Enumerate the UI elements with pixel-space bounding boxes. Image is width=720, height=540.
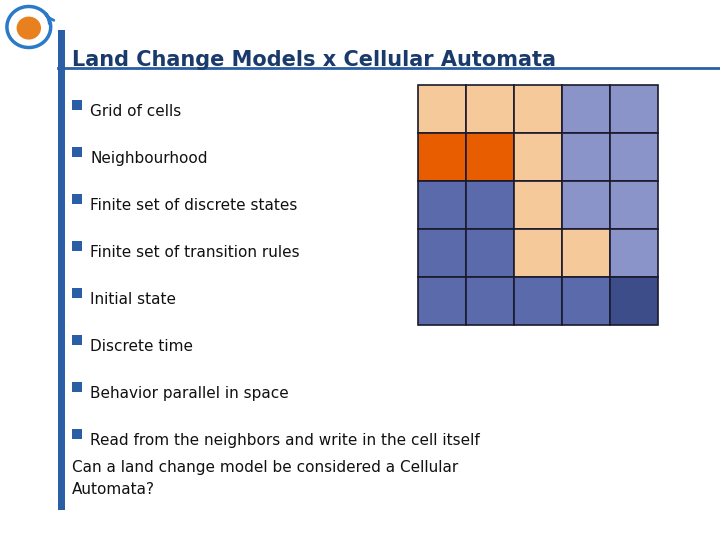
Bar [610,85,658,133]
Text: Finite set of transition rules: Finite set of transition rules [90,245,300,260]
Bar [418,181,466,229]
Bar [418,133,466,181]
Bar [610,229,658,277]
Text: Finite set of discrete states: Finite set of discrete states [90,198,297,213]
Bar [562,181,610,229]
Bar [562,85,610,133]
Bar [514,277,562,325]
Bar [72,288,82,298]
Bar [72,241,82,251]
Text: Behavior parallel in space: Behavior parallel in space [90,386,289,401]
Bar [418,277,466,325]
Bar [562,277,610,325]
Bar [72,382,82,392]
Bar [514,229,562,277]
Bar [418,85,466,133]
Bar [610,181,658,229]
Bar [466,181,514,229]
Bar [562,229,610,277]
Text: Read from the neighbors and write in the cell itself: Read from the neighbors and write in the… [90,433,480,448]
Text: Can a land change model be considered a Cellular
Automata?: Can a land change model be considered a … [72,460,458,497]
Bar [514,85,562,133]
Text: Grid of cells: Grid of cells [90,104,181,119]
Circle shape [17,17,40,39]
Bar [610,277,658,325]
Bar [514,181,562,229]
Bar [610,133,658,181]
Bar [466,277,514,325]
Bar [72,147,82,157]
Text: Initial state: Initial state [90,292,176,307]
Bar [72,194,82,204]
Bar [58,30,65,510]
Bar [466,229,514,277]
Bar [72,100,82,110]
Bar [72,429,82,439]
Text: Neighbourhood: Neighbourhood [90,151,207,166]
Text: Land Change Models x Cellular Automata: Land Change Models x Cellular Automata [72,50,556,70]
Bar [418,229,466,277]
Bar [466,133,514,181]
Bar [466,85,514,133]
Bar [514,133,562,181]
Bar [562,133,610,181]
Text: Discrete time: Discrete time [90,339,193,354]
Bar [72,335,82,345]
